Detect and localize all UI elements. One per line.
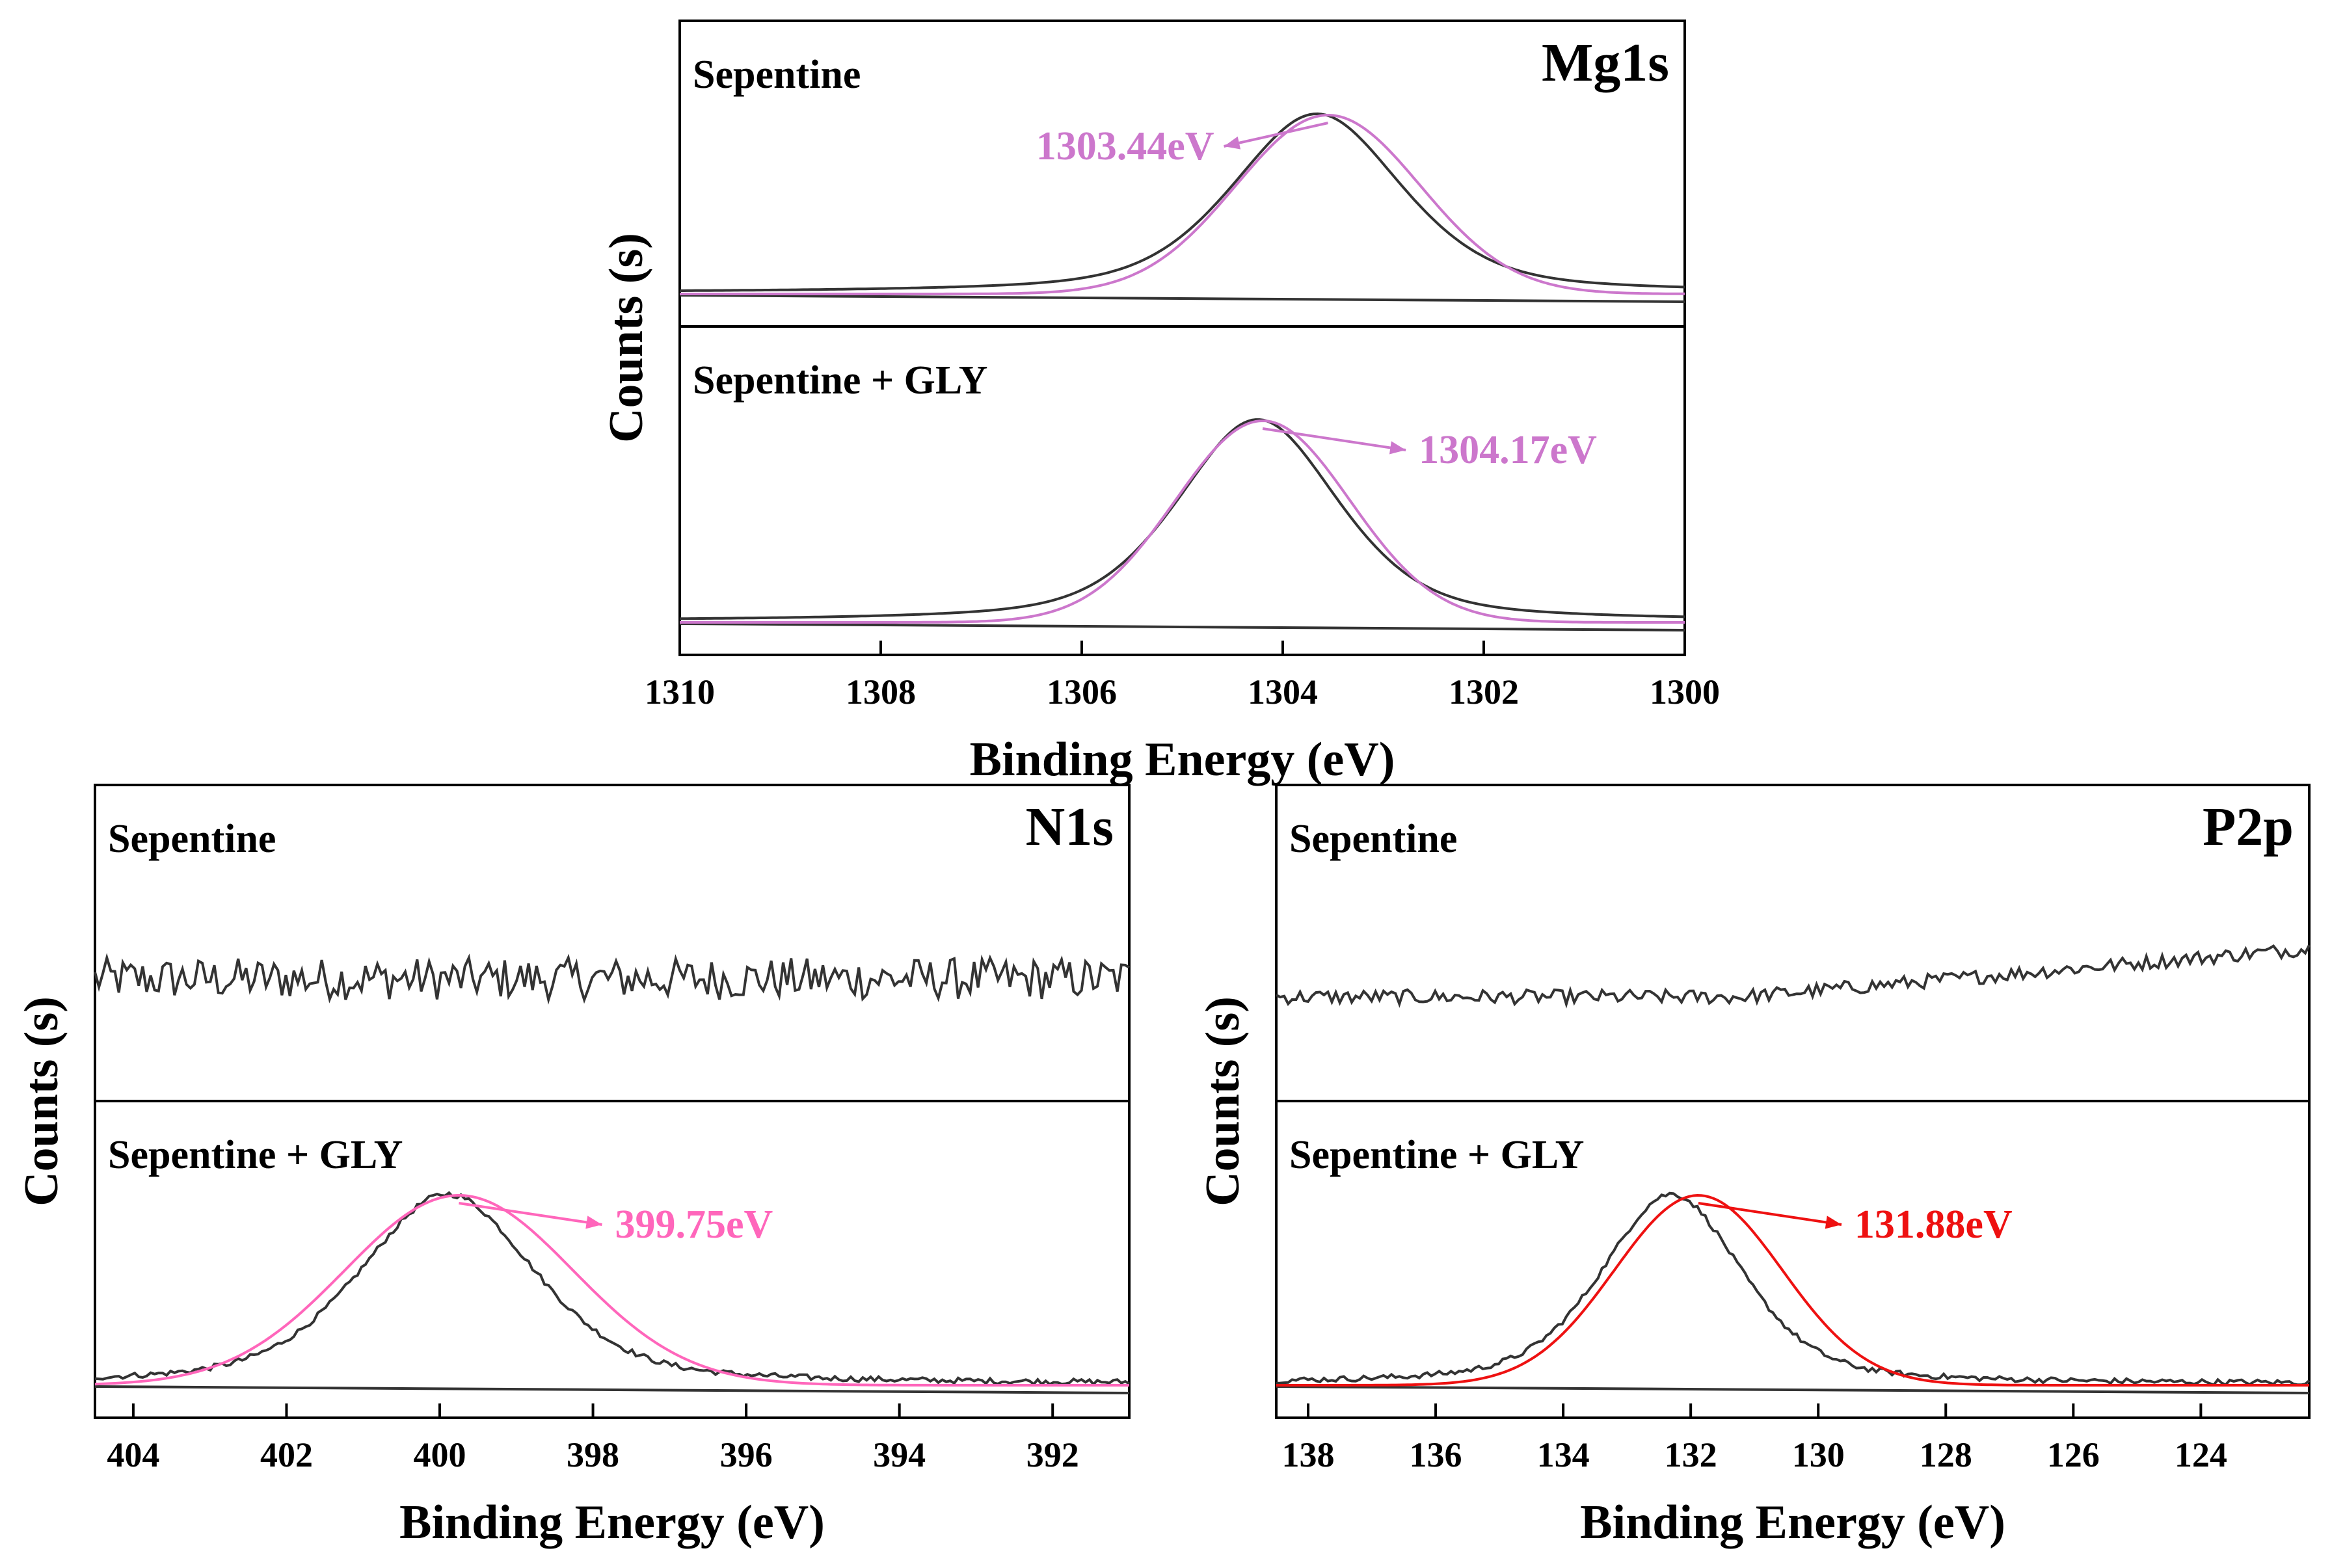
x-tick-label: 132: [1665, 1435, 1717, 1474]
data-line: [1276, 944, 2311, 1009]
y-axis-title: Counts (s): [15, 996, 68, 1206]
annotation-arrow: [1224, 122, 1328, 148]
annotation-arrow: [1698, 1202, 1842, 1226]
fit-line: [1276, 1193, 2309, 1387]
data-line: [1276, 1191, 2311, 1387]
x-tick-label: 394: [873, 1435, 926, 1474]
annotation-arrow: [459, 1202, 602, 1226]
panel-sepentine-gly: Sepentine + GLY 399.75eV: [94, 1133, 1131, 1394]
x-tick-label: 136: [1410, 1435, 1462, 1474]
x-tick-label: 398: [567, 1435, 619, 1474]
y-axis-title: Counts (s): [1196, 996, 1250, 1206]
data-line: [94, 1191, 1131, 1387]
annotation-arrowhead: [1224, 136, 1241, 150]
x-tick-label: 396: [720, 1435, 773, 1474]
panel-sepentine: Sepentine: [94, 817, 1131, 1005]
peak-annotation: 399.75eV: [615, 1203, 773, 1247]
x-axis-title: Binding Energy (eV): [399, 1496, 825, 1549]
peak-annotation: 1303.44eV: [1036, 124, 1214, 168]
fit-line: [680, 113, 1685, 295]
chart-n1s: N1s 404 402 400 398 396 394 392 Binding Energy (…: [15, 784, 1131, 1549]
x-tick-label: 1308: [846, 672, 916, 711]
x-tick-label: 130: [1792, 1435, 1845, 1474]
element-label: N1s: [1026, 797, 1114, 857]
panel-label: Sepentine: [1289, 817, 1457, 861]
x-axis-title: Binding Energy (eV): [1580, 1496, 2005, 1549]
panel-label: Sepentine: [693, 53, 861, 97]
chart-p2p: P2p 138 136 134 132 130 128 126 124 Binding Energ…: [1196, 784, 2311, 1549]
x-tick-label: 1302: [1449, 672, 1519, 711]
peak-annotation: 1304.17eV: [1419, 428, 1597, 472]
x-tick-label: 400: [414, 1435, 466, 1474]
x-tick-label: 134: [1537, 1435, 1590, 1474]
x-tick-label: 1304: [1248, 672, 1318, 711]
x-tick-label: 126: [2047, 1435, 2100, 1474]
x-tick-label: 1300: [1650, 672, 1720, 711]
baseline: [94, 1385, 1130, 1394]
x-tick-label: 128: [1920, 1435, 1972, 1474]
element-label: P2p: [2203, 797, 2294, 857]
baseline: [679, 294, 1685, 303]
x-tick-label: 138: [1282, 1435, 1335, 1474]
chart-mg1s: Mg1s 1310 1308 1306 1304 1302 1300 Binding Ener…: [600, 20, 1720, 786]
panel-sepentine-gly: Sepentine + GLY 131.88eV: [1276, 1133, 2311, 1394]
fit-line: [94, 1194, 1129, 1387]
fit-line: [680, 419, 1685, 624]
panel-sepentine: Sepentine: [1276, 817, 2311, 1009]
plot-frame: [678, 20, 1686, 656]
x-tick-label: 1310: [645, 672, 715, 711]
panel-sepentine-gly: Sepentine + GLY 1304.17eV: [679, 358, 1685, 631]
x-tick-label: 392: [1026, 1435, 1079, 1474]
baseline: [679, 622, 1685, 631]
panel-label: Sepentine + GLY: [693, 358, 987, 403]
annotation-arrowhead: [585, 1216, 602, 1229]
peak-annotation: 131.88eV: [1855, 1203, 2013, 1247]
annotation-arrowhead: [1389, 441, 1406, 455]
x-tick-label: 1306: [1047, 672, 1117, 711]
baseline: [1276, 1385, 2310, 1394]
data-line: [680, 112, 1685, 292]
annotation-arrow: [1262, 427, 1406, 451]
x-axis-title: Binding Energy (eV): [970, 733, 1395, 786]
x-tick-label: 124: [2175, 1435, 2227, 1474]
x-tick-label: 404: [107, 1435, 159, 1474]
panel-label: Sepentine + GLY: [1289, 1133, 1584, 1177]
panel-label: Sepentine: [108, 817, 276, 861]
data-line: [94, 953, 1131, 1005]
panel-label: Sepentine + GLY: [108, 1133, 403, 1177]
y-axis-title: Counts (s): [600, 233, 653, 443]
panel-sepentine: Sepentine 1303.44eV: [679, 53, 1685, 303]
annotation-arrowhead: [1825, 1216, 1842, 1229]
data-line: [679, 418, 1685, 620]
x-tick-label: 402: [260, 1435, 313, 1474]
element-label: Mg1s: [1542, 33, 1669, 93]
